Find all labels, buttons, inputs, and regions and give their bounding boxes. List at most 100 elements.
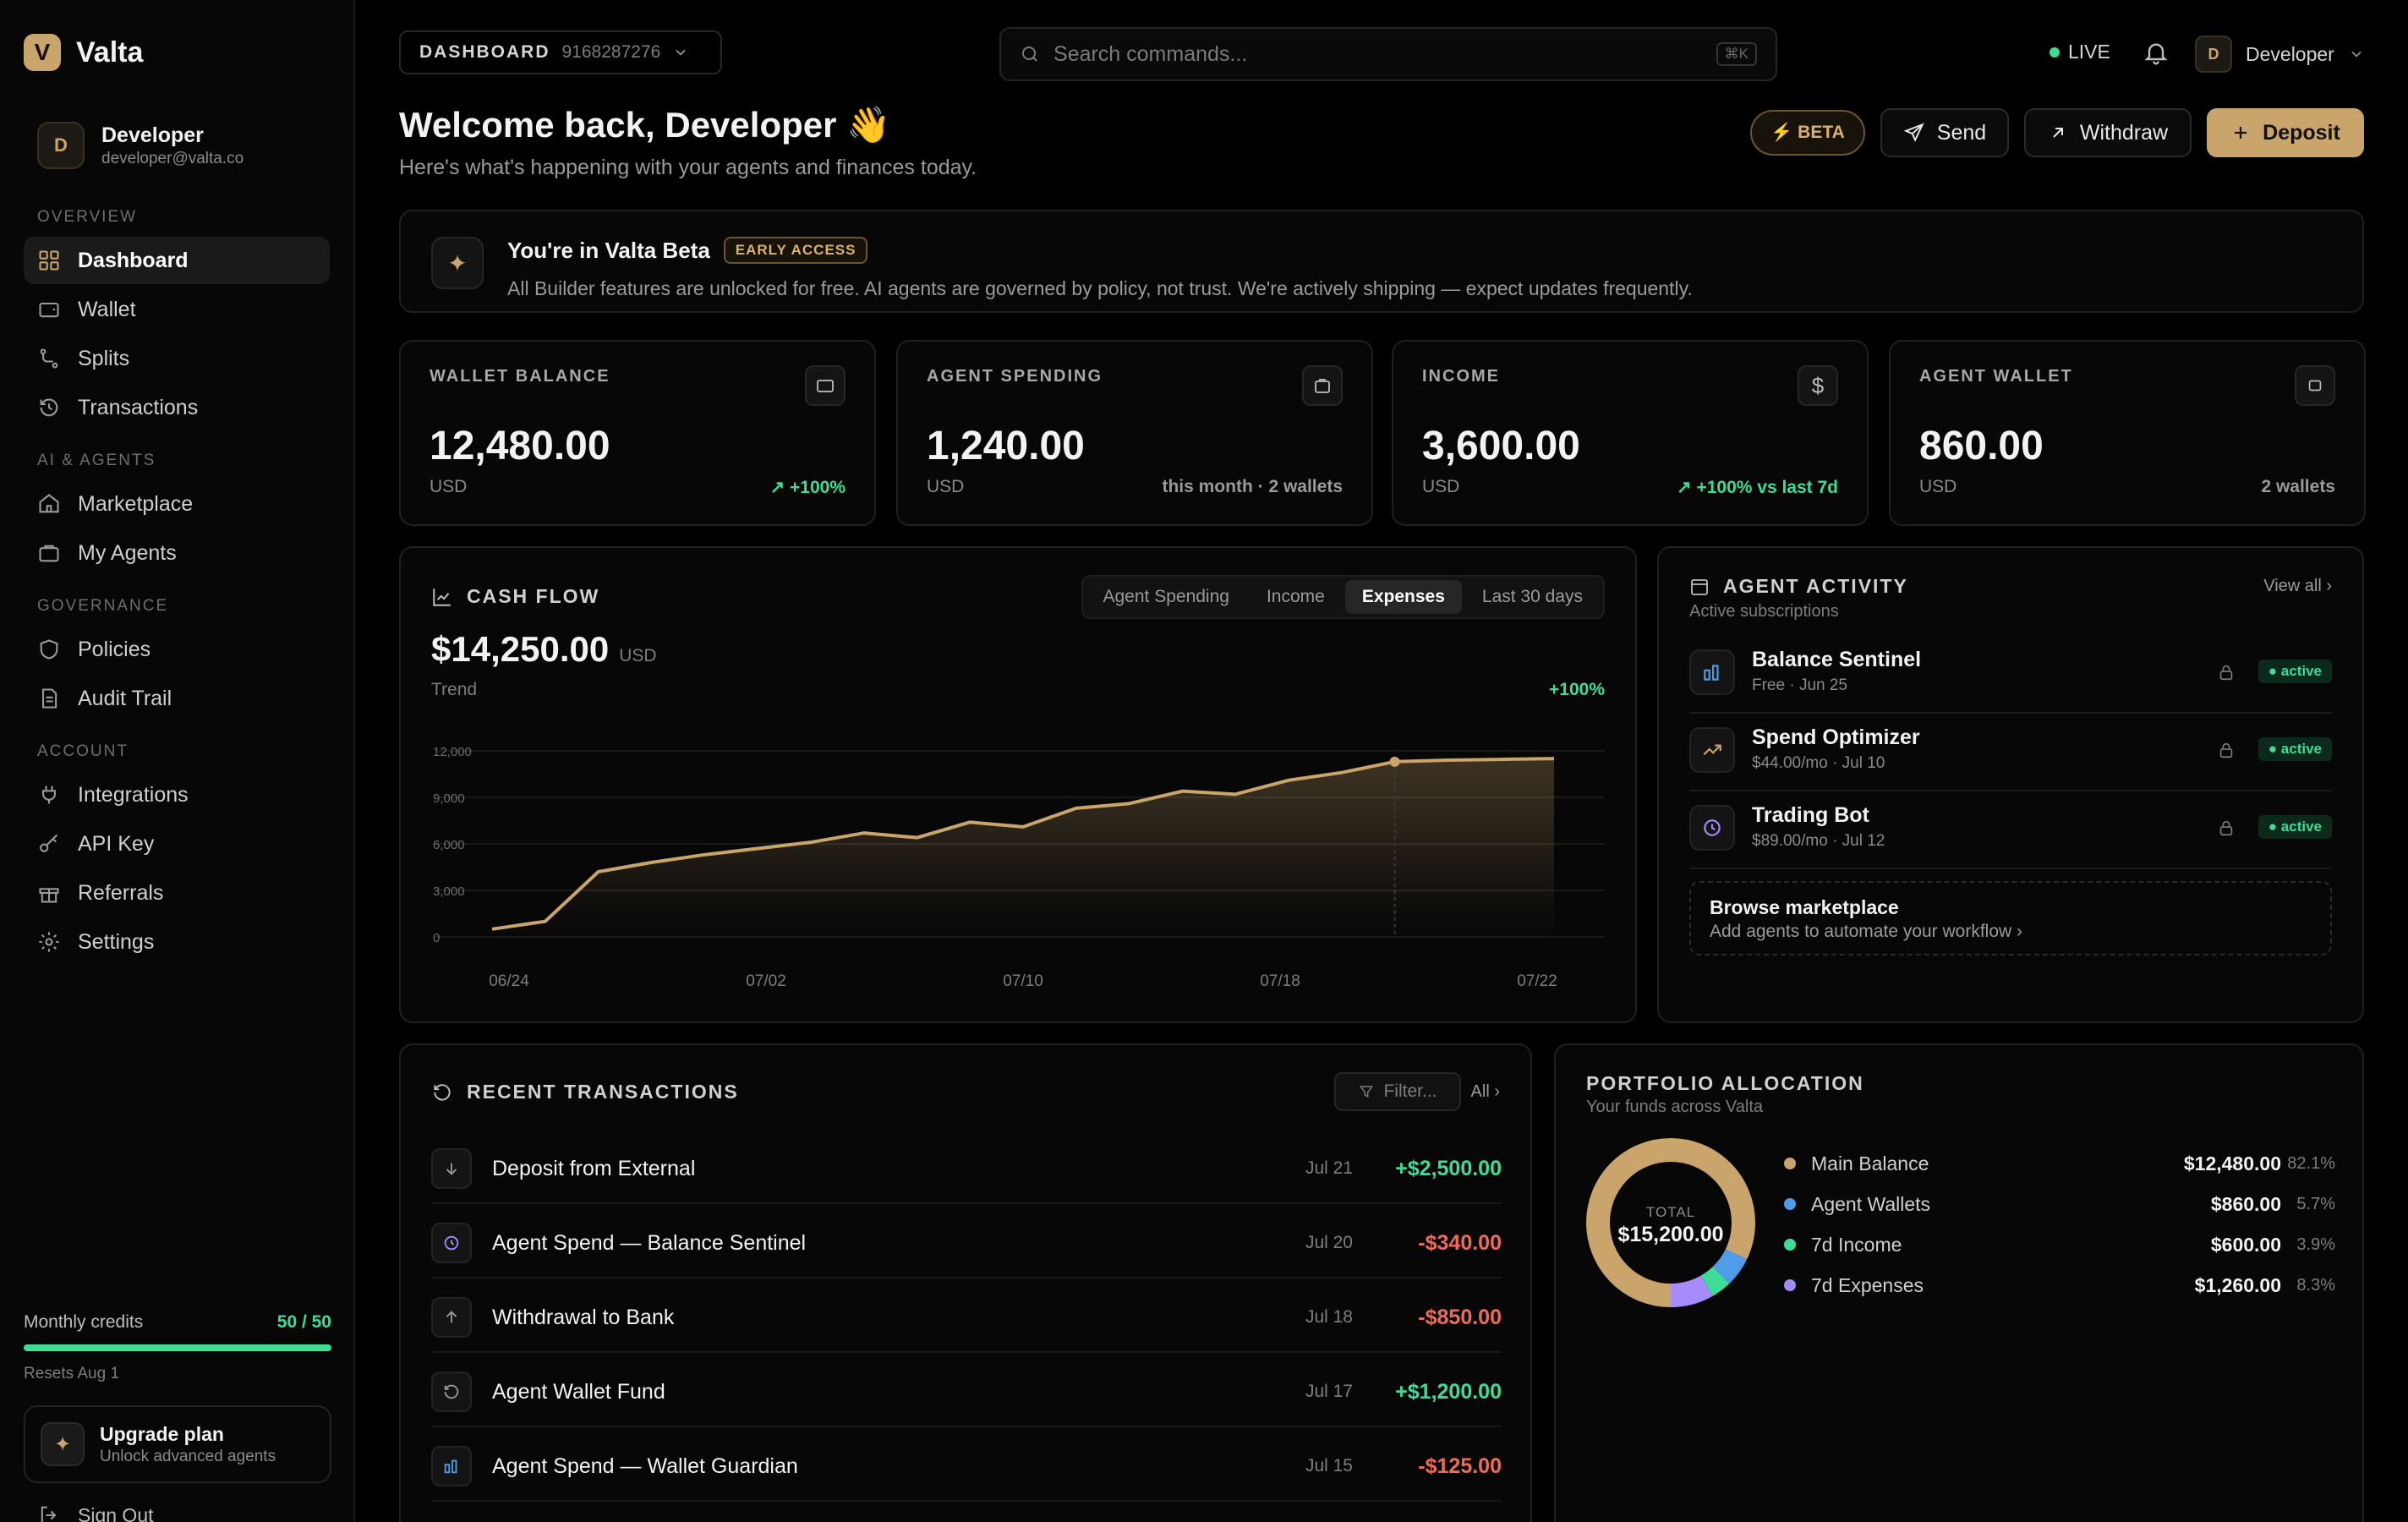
sidebar-item-label: Integrations <box>78 782 189 807</box>
donut-slice[interactable] <box>1586 1138 1755 1307</box>
sign-out-button[interactable]: Sign Out <box>37 1503 154 1522</box>
dashboard-selector[interactable]: DASHBOARD 9168287276 <box>399 30 722 74</box>
agent-row[interactable]: Trading Bot $89.00/mo · Jul 12 ● active <box>1689 791 2332 869</box>
stat-card-income[interactable]: INCOME $ 3,600.00 USD ↗ +100% vs last 7d <box>1392 340 1869 526</box>
sidebar-item-policies[interactable]: Policies <box>24 626 330 673</box>
tab-expenses[interactable]: Expenses <box>1344 580 1462 614</box>
stat-card-agent-spending[interactable]: AGENT SPENDING 1,240.00 USD this month ·… <box>896 340 1373 526</box>
avatar: D <box>2195 36 2232 73</box>
legend-dot <box>1784 1158 1796 1169</box>
brand[interactable]: V Valta <box>24 34 143 71</box>
monthly-credits: Monthly credits 50 / 50 Resets Aug 1 <box>24 1312 331 1383</box>
x-tick-label: 07/02 <box>746 972 786 990</box>
legend-item: 7d Expenses $1,260.00 8.3% <box>1784 1268 2335 1302</box>
agent-activity-card: AGENT ACTIVITY Active subscriptions View… <box>1657 546 2364 1023</box>
sidebar-item-api-key[interactable]: API Key <box>24 820 330 868</box>
dashboard-label: DASHBOARD <box>419 42 550 62</box>
user-profile[interactable]: D Developer developer@valta.co <box>37 122 244 169</box>
credits-label: Monthly credits <box>24 1312 144 1332</box>
stat-unit: USD <box>1919 477 1957 496</box>
sidebar-item-marketplace[interactable]: Marketplace <box>24 480 330 528</box>
sidebar-item-wallet[interactable]: Wallet <box>24 286 330 333</box>
tab-income[interactable]: Income <box>1266 587 1325 606</box>
table-row[interactable]: Agent Spend — Balance Sentinel Jul 20 -$… <box>431 1204 1502 1278</box>
document-icon <box>41 688 57 709</box>
sidebar-item-integrations[interactable]: Integrations <box>24 771 330 818</box>
legend-value: $1,260.00 <box>2194 1273 2281 1296</box>
portfolio-subtitle: Your funds across Valta <box>1586 1098 1764 1116</box>
legend-value: $600.00 <box>2210 1233 2281 1256</box>
sidebar-item-label: Transactions <box>78 395 199 419</box>
credits-resets: Resets Aug 1 <box>24 1365 120 1382</box>
credits-progress-fill <box>24 1344 331 1351</box>
view-all-link[interactable]: View all › <box>2263 577 2332 595</box>
all-filter-dropdown[interactable]: All › <box>1470 1082 1500 1101</box>
legend-item: Agent Wallets $860.00 5.7% <box>1784 1187 2335 1221</box>
agent-activity-subtitle: Active subscriptions <box>1689 602 1839 621</box>
agent-row[interactable]: Balance Sentinel Free · Jun 25 ● active <box>1689 636 2332 714</box>
banner-title: You're in Valta Beta <box>507 237 710 263</box>
sidebar-item-referrals[interactable]: Referrals <box>24 869 330 917</box>
sign-out-label: Sign Out <box>78 1503 154 1522</box>
table-row[interactable]: Agent Wallet Fund Jul 17 +$1,200.00 <box>431 1353 1502 1427</box>
search-input[interactable]: Search commands... <box>1054 41 1248 66</box>
sidebar-item-splits[interactable]: Splits <box>24 335 330 382</box>
stat-card-wallet-balance[interactable]: WALLET BALANCE 12,480.00 USD ↗ +100% <box>399 340 876 526</box>
sidebar-item-audit-trail[interactable]: Audit Trail <box>24 675 330 722</box>
gift-icon <box>39 888 59 903</box>
store-icon <box>39 494 59 513</box>
sidebar-item-label: Audit Trail <box>78 686 172 710</box>
portfolio-donut-chart[interactable] <box>1586 1138 1755 1307</box>
send-button[interactable]: Send <box>1880 108 2009 157</box>
stat-card-agent-wallet[interactable]: AGENT WALLET 860.00 USD 2 wallets <box>1889 340 2366 526</box>
send-label: Send <box>1936 120 1987 145</box>
tab-last-30-days[interactable]: Last 30 days <box>1481 587 1583 606</box>
grid-icon <box>39 250 59 271</box>
table-row[interactable]: Deposit from External Jul 21 +$2,500.00 <box>431 1130 1502 1204</box>
sidebar-item-transactions[interactable]: Transactions <box>24 384 330 431</box>
legend-dot <box>1784 1198 1796 1210</box>
withdraw-button[interactable]: Withdraw <box>2024 108 2192 157</box>
live-indicator: LIVE <box>2050 41 2110 63</box>
cash-flow-chart[interactable]: 0 3,000 6,000 9,000 12,000 06/24 07/02 07/10 07/… <box>401 548 1639 1025</box>
upgrade-subtitle: Unlock advanced agents <box>100 1447 276 1465</box>
table-row[interactable]: Withdrawal to Bank Jul 18 -$850.00 <box>431 1278 1502 1353</box>
gear-icon <box>39 932 59 952</box>
stat-unit: USD <box>927 477 965 496</box>
bar-chart-icon <box>1689 649 1735 695</box>
transaction-amount: -$340.00 <box>1418 1231 1502 1255</box>
search-shortcut: ⌘K <box>1716 42 1757 66</box>
agent-name: Balance Sentinel <box>1752 648 1922 671</box>
user-menu[interactable]: D Developer <box>2195 36 2365 73</box>
cash-flow-card: CASH FLOW Agent Spending Income Expenses… <box>399 546 1637 1023</box>
shield-icon <box>40 639 58 660</box>
plus-icon <box>2235 127 2247 139</box>
agent-row[interactable]: Spend Optimizer $44.00/mo · Jul 10 ● act… <box>1689 714 2332 791</box>
nav-section-overview: OVERVIEW <box>37 208 138 226</box>
key-icon <box>40 834 58 852</box>
cash-flow-value: $14,250.00 <box>431 629 610 669</box>
browse-title: Browse marketplace <box>1710 896 1899 918</box>
sidebar-item-my-agents[interactable]: My Agents <box>24 529 330 577</box>
upgrade-plan-button[interactable]: ✦ Upgrade plan Unlock advanced agents <box>24 1405 331 1483</box>
beta-banner: ✦ You're in Valta Beta EARLY ACCESS All … <box>399 210 2364 313</box>
sidebar-item-dashboard[interactable]: Dashboard <box>24 237 330 284</box>
portfolio-allocation-card: PORTFOLIO ALLOCATION Your funds across V… <box>1554 1043 2364 1522</box>
command-search[interactable]: Search commands... ⌘K <box>999 27 1777 81</box>
filter-input[interactable]: Filter... <box>1334 1072 1461 1111</box>
nav-section-account: ACCOUNT <box>37 742 129 760</box>
donut-total-value: $15,200.00 <box>1617 1223 1724 1246</box>
transaction-date: Jul 21 <box>1305 1158 1353 1178</box>
beta-badge[interactable]: ⚡ BETA <box>1750 110 1865 156</box>
table-row[interactable]: Agent Spend — Wallet Guardian Jul 15 -$1… <box>431 1427 1502 1502</box>
notifications-button[interactable] <box>2143 39 2170 70</box>
chevron-down-icon <box>676 49 686 56</box>
deposit-button[interactable]: Deposit <box>2207 108 2364 157</box>
valta-logo-icon: V <box>24 34 61 71</box>
tab-agent-spending[interactable]: Agent Spending <box>1103 587 1229 606</box>
legend-name: Main Balance <box>1811 1152 1929 1174</box>
browse-marketplace-link[interactable]: Browse marketplace Add agents to automat… <box>1689 881 2332 955</box>
x-tick-label: 07/22 <box>1517 972 1557 990</box>
sidebar-item-settings[interactable]: Settings <box>24 918 330 966</box>
clock-icon <box>431 1223 472 1263</box>
